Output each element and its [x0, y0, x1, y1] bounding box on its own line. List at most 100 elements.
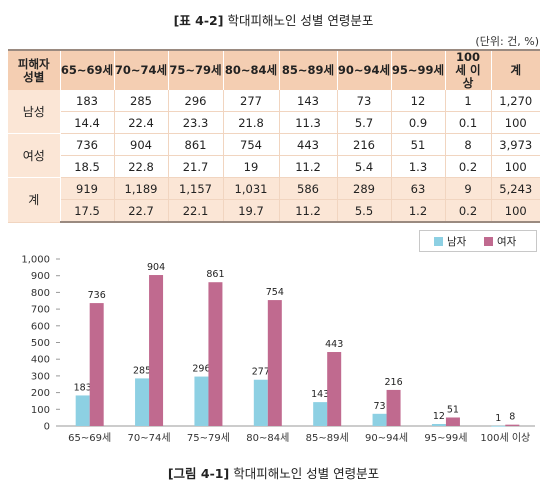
table-cell: 100	[491, 155, 540, 178]
header-col: 95~99세	[391, 50, 446, 90]
table-cell: 19	[223, 155, 280, 178]
table-cell: 1,270	[491, 90, 540, 112]
table-cell: 1.2	[391, 199, 446, 223]
table-cell: 216	[337, 133, 392, 156]
table-cell: 5.4	[337, 155, 392, 178]
header-col: 계	[491, 50, 540, 90]
bar-value-label: 736	[88, 290, 106, 301]
bar-male	[194, 376, 209, 426]
table-row: 17.5 22.7 22.1 19.7 11.2 5.5 1.2 0.2 100	[8, 199, 540, 223]
table-row: 여성 736 904 861 754 443 216 51 8 3,973	[8, 133, 540, 178]
figure-number: [그림 4-1]	[167, 466, 230, 481]
bar-female	[505, 424, 520, 426]
table-cell: 1,157	[168, 177, 224, 200]
bar-value-label: 861	[206, 269, 224, 280]
y-tick-label: 1,000	[21, 255, 50, 266]
table-cell: 100	[491, 111, 540, 134]
header-col: 90~94세	[337, 50, 392, 90]
row-group-label: 남성	[8, 90, 61, 134]
bar-value-label: 216	[384, 377, 402, 388]
x-tick-label: 95~99세	[424, 432, 467, 444]
y-tick-label: 100	[31, 405, 50, 416]
bar-value-label: 143	[311, 389, 329, 400]
table-cell: 9	[445, 177, 492, 200]
x-tick-label: 70~74세	[128, 432, 171, 444]
bar-male	[135, 378, 150, 426]
bar-male	[253, 379, 268, 426]
table-cell: 1	[445, 90, 492, 112]
bar-female	[149, 275, 164, 426]
legend-item-male: 남자	[434, 234, 466, 249]
bar-female	[386, 389, 401, 426]
bar-female	[208, 282, 223, 426]
bar-value-label: 73	[374, 401, 386, 412]
table-cell: 8	[445, 133, 492, 156]
bar-value-label: 8	[509, 412, 515, 423]
bar-female	[267, 300, 282, 426]
bar-female	[445, 417, 460, 426]
table-cell: 17.5	[60, 199, 115, 223]
x-tick-label: 90~94세	[365, 432, 408, 444]
table-cell: 183	[60, 90, 115, 112]
table-cell: 12	[391, 90, 446, 112]
header-col: 80~84세	[223, 50, 280, 90]
header-col: 100세 이상	[445, 50, 492, 90]
bar-value-label: 1	[495, 413, 501, 424]
table-cell: 22.7	[114, 199, 169, 223]
header-col: 85~89세	[279, 50, 338, 90]
legend-swatch-female	[484, 237, 493, 246]
bar-male	[372, 413, 387, 426]
table-header-row: 피해자 성별 65~69세 70~74세 75~79세 80~84세 85~89…	[8, 50, 540, 90]
table-cell: 904	[114, 133, 169, 156]
table-cell: 0.9	[391, 111, 446, 134]
x-tick-label: 80~84세	[246, 432, 289, 444]
table-number: [표 4-2]	[173, 13, 224, 28]
y-tick-label: 800	[31, 288, 50, 299]
table-cell: 289	[337, 177, 392, 200]
table-cell: 3,973	[491, 133, 540, 156]
table-cell: 143	[279, 90, 338, 112]
table-cell: 736	[60, 133, 115, 156]
bar-male	[313, 402, 328, 426]
table-cell: 443	[279, 133, 338, 156]
legend-item-female: 여자	[484, 234, 516, 249]
table-cell: 22.8	[114, 155, 169, 178]
table-cell: 277	[223, 90, 280, 112]
header-sex: 피해자 성별	[8, 50, 61, 90]
table-cell: 11.2	[279, 199, 338, 223]
table-cell: 14.4	[60, 111, 115, 134]
y-tick-label: 0	[44, 422, 50, 433]
table-title: [표 4-2] 학대피해노인 성별 연령분포	[0, 10, 547, 29]
y-tick-label: 700	[31, 305, 50, 316]
bar-value-label: 443	[325, 339, 343, 350]
table-row: 18.5 22.8 21.7 19 11.2 5.4 1.3 0.2 100	[8, 155, 540, 178]
table-cell: 100	[491, 199, 540, 223]
table-cell: 21.8	[223, 111, 280, 134]
table-cell: 11.3	[279, 111, 338, 134]
table-cell: 1,031	[223, 177, 280, 200]
table-cell: 21.7	[168, 155, 224, 178]
table-cell: 1,189	[114, 177, 169, 200]
table-cell: 51	[391, 133, 446, 156]
figure-title: [그림 4-1] 학대피해노인 성별 연령분포	[0, 463, 547, 482]
table-cell: 285	[114, 90, 169, 112]
bar-value-label: 296	[192, 364, 210, 375]
table-row: 남성 183 285 296 277 143 73 12 1 1,270	[8, 90, 540, 134]
y-tick-label: 500	[31, 338, 50, 349]
bar-male	[75, 395, 90, 426]
table-cell: 0.2	[445, 199, 492, 223]
table-row: 계 919 1,189 1,157 1,031 586 289 63 9 5,243	[8, 177, 540, 223]
stats-table: 피해자 성별 65~69세 70~74세 75~79세 80~84세 85~89…	[8, 49, 540, 223]
table-cell: 22.4	[114, 111, 169, 134]
bar-male	[491, 425, 506, 427]
table-cell: 0.1	[445, 111, 492, 134]
y-tick-label: 300	[31, 371, 50, 382]
x-tick-label: 85~89세	[306, 432, 349, 444]
bar-value-label: 12	[433, 411, 445, 422]
table-cell: 0.2	[445, 155, 492, 178]
y-tick-label: 400	[31, 355, 50, 366]
table-row: 14.4 22.4 23.3 21.8 11.3 5.7 0.9 0.1 100	[8, 111, 540, 134]
table-cell: 754	[223, 133, 280, 156]
bar-female	[89, 303, 104, 426]
table-cell: 18.5	[60, 155, 115, 178]
